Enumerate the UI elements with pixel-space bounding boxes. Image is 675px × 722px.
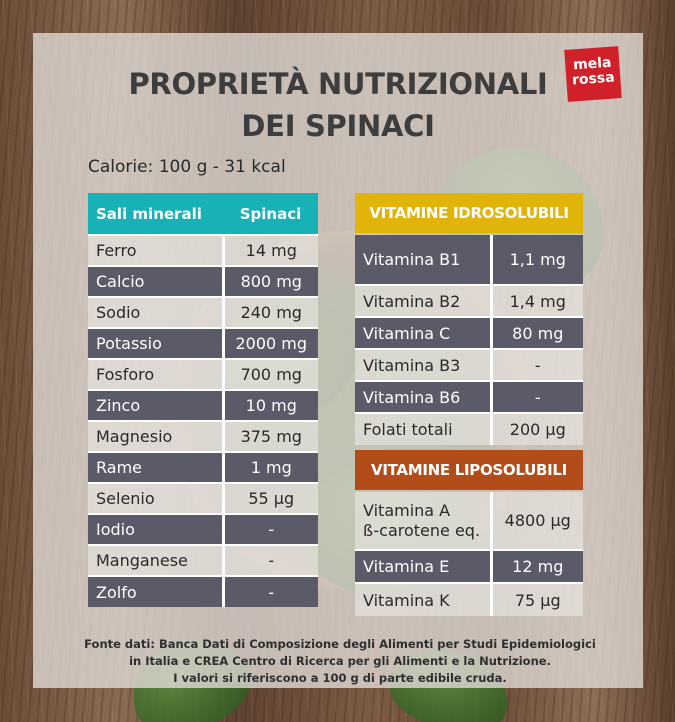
mineral-value: 10 mg bbox=[221, 390, 318, 421]
vitamin-name: Vitamina B2 bbox=[355, 285, 491, 317]
vitamin-name: Vitamina B6 bbox=[355, 381, 491, 413]
mineral-value: 375 mg bbox=[221, 421, 318, 452]
mineral-name: Ferro bbox=[88, 235, 223, 266]
mineral-value: 2000 mg bbox=[221, 328, 318, 359]
water-soluble-vitamins-table: Vitamina B1 1,1 mg Vitamina B2 1,4 mg Vita… bbox=[355, 235, 583, 445]
minerals-header-name: Sali minerali bbox=[88, 193, 223, 235]
vitamin-value: - bbox=[489, 381, 583, 413]
minerals-header-value: Spinaci bbox=[223, 193, 318, 235]
footer-line-3: I valori si riferiscono a 100 g di parte… bbox=[173, 671, 507, 685]
mineral-value: 800 mg bbox=[221, 266, 318, 297]
vitamin-name: Vitamina B3 bbox=[355, 349, 491, 381]
table-row: Potassio 2000 mg bbox=[88, 328, 318, 359]
mineral-name: Zinco bbox=[88, 390, 223, 421]
mineral-value: 700 mg bbox=[221, 359, 318, 390]
table-row: Ferro 14 mg bbox=[88, 235, 318, 266]
table-row: Rame 1 mg bbox=[88, 452, 318, 483]
vitamin-name: Vitamina B1 bbox=[355, 235, 491, 285]
vitamin-value: 75 µg bbox=[489, 583, 583, 616]
mineral-name: Selenio bbox=[88, 483, 223, 514]
table-row: Fosforo 700 mg bbox=[88, 359, 318, 390]
mineral-name: Fosforo bbox=[88, 359, 223, 390]
footer-line-1: Fonte dati: Banca Dati di Composizione d… bbox=[84, 637, 596, 651]
minerals-table: Sali minerali Spinaci Ferro 14 mg Calcio 8… bbox=[88, 193, 318, 607]
table-row: Vitamina E 12 mg bbox=[355, 550, 583, 583]
vitamin-name: Folati totali bbox=[355, 413, 491, 445]
table-row: Vitamina B2 1,4 mg bbox=[355, 285, 583, 317]
vitamin-value: 1,4 mg bbox=[489, 285, 583, 317]
table-row: Selenio 55 µg bbox=[88, 483, 318, 514]
mineral-name: Zolfo bbox=[88, 576, 223, 607]
page-title-line-2: DEI SPINACI bbox=[241, 109, 435, 143]
mineral-name: Rame bbox=[88, 452, 223, 483]
table-row: Vitamina B1 1,1 mg bbox=[355, 235, 583, 285]
mineral-value: 1 mg bbox=[221, 452, 318, 483]
vitamin-value: 4800 µg bbox=[489, 492, 583, 550]
vitamin-name-line-1: Vitamina A bbox=[363, 500, 451, 520]
table-row: Vitamina B3- bbox=[355, 349, 583, 381]
table-row: Sodio 240 mg bbox=[88, 297, 318, 328]
table-row: Manganese - bbox=[88, 545, 318, 576]
vitamin-value: 12 mg bbox=[489, 550, 583, 583]
mineral-name: Calcio bbox=[88, 266, 223, 297]
table-row: Zinco 10 mg bbox=[88, 390, 318, 421]
vitamin-name: Vitamina K bbox=[355, 583, 491, 616]
water-soluble-vitamins-header: VITAMINE IDROSOLUBILI bbox=[355, 193, 583, 233]
mineral-value: 14 mg bbox=[221, 235, 318, 266]
table-row: Vitamina C 80 mg bbox=[355, 317, 583, 349]
vitamin-name: Vitamina A ß-carotene eq. bbox=[355, 492, 491, 550]
fat-soluble-vitamins-table: Vitamina A ß-carotene eq. 4800 µg Vitami… bbox=[355, 492, 583, 616]
fat-soluble-vitamins-header: VITAMINE LIPOSOLUBILI bbox=[355, 450, 583, 490]
mineral-name: Magnesio bbox=[88, 421, 223, 452]
mineral-name: Iodio bbox=[88, 514, 223, 545]
mineral-name: Potassio bbox=[88, 328, 223, 359]
table-row: Calcio 800 mg bbox=[88, 266, 318, 297]
vitamin-name-line-2: ß-carotene eq. bbox=[363, 520, 481, 540]
table-row: Vitamina A ß-carotene eq. 4800 µg bbox=[355, 492, 583, 550]
vitamin-value: 1,1 mg bbox=[489, 235, 583, 285]
vitamin-name: Vitamina E bbox=[355, 550, 491, 583]
mineral-value: 240 mg bbox=[221, 297, 318, 328]
table-row: Magnesio 375 mg bbox=[88, 421, 318, 452]
vitamin-value: 200 µg bbox=[489, 413, 583, 445]
mineral-name: Sodio bbox=[88, 297, 223, 328]
mineral-value: 55 µg bbox=[221, 483, 318, 514]
vitamin-value: - bbox=[489, 349, 583, 381]
calorie-info: Calorie: 100 g - 31 kcal bbox=[88, 157, 286, 177]
mineral-name: Manganese bbox=[88, 545, 223, 576]
table-row: Vitamina B6- bbox=[355, 381, 583, 413]
table-row: Iodio - bbox=[88, 514, 318, 545]
source-footer: Fonte dati: Banca Dati di Composizione d… bbox=[60, 636, 620, 687]
mineral-value: - bbox=[221, 514, 318, 545]
mineral-value: - bbox=[221, 545, 318, 576]
vitamin-name: Vitamina C bbox=[355, 317, 491, 349]
table-row: Zolfo - bbox=[88, 576, 318, 607]
table-row: Folati totali 200 µg bbox=[355, 413, 583, 445]
table-row: Vitamina K 75 µg bbox=[355, 583, 583, 616]
footer-line-2: in Italia e CREA Centro di Ricerca per g… bbox=[129, 654, 551, 668]
vitamin-value: 80 mg bbox=[489, 317, 583, 349]
mineral-value: - bbox=[221, 576, 318, 607]
page-title-line-1: PROPRIETÀ NUTRIZIONALI bbox=[128, 67, 548, 101]
